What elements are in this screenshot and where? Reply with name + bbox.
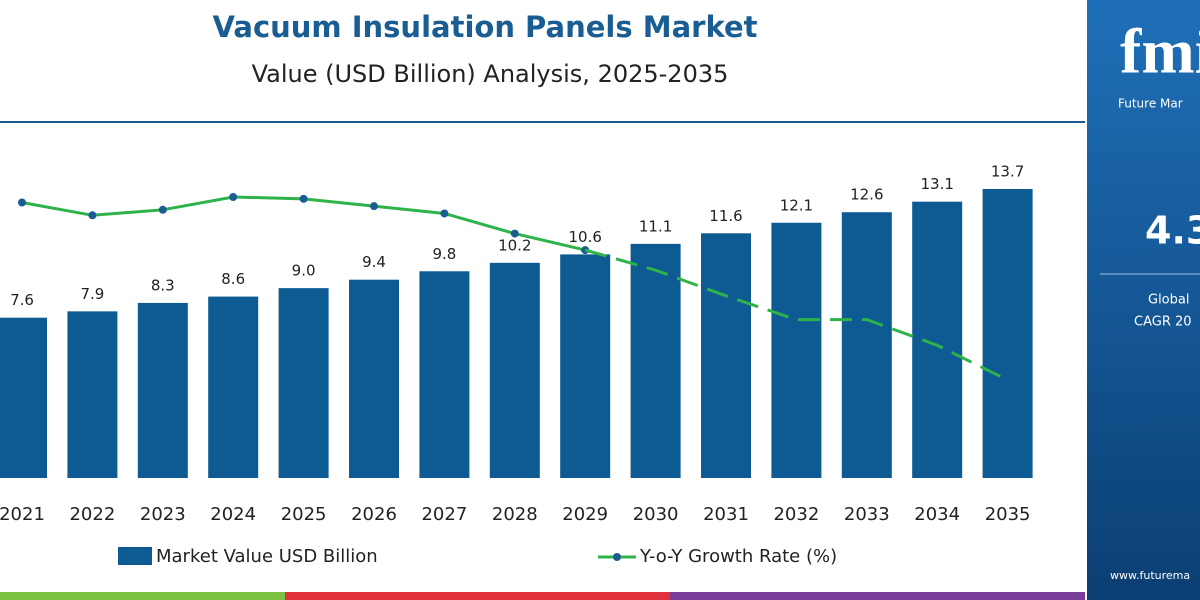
x-tick-label: 2035 bbox=[985, 504, 1031, 525]
data-label: 12.1 bbox=[780, 196, 813, 214]
x-tick-label: 2031 bbox=[703, 504, 749, 525]
line-point bbox=[370, 202, 378, 211]
x-tick-label: 2025 bbox=[281, 504, 327, 525]
bar bbox=[560, 254, 611, 478]
line-point bbox=[510, 229, 519, 238]
chart-subtitle: Value (USD Billion) Analysis, 2025-2035 bbox=[252, 60, 729, 88]
footer-strip bbox=[670, 592, 1085, 600]
side-panel bbox=[1087, 0, 1200, 600]
bar bbox=[349, 279, 399, 478]
logo: fmi bbox=[1120, 16, 1200, 87]
website: www.futurema bbox=[1110, 569, 1190, 582]
bar bbox=[278, 288, 329, 478]
line-point bbox=[88, 211, 97, 220]
data-label: 11.6 bbox=[709, 207, 742, 225]
data-label: 13.1 bbox=[920, 175, 953, 193]
data-label: 8.3 bbox=[151, 276, 175, 294]
bar bbox=[771, 222, 822, 478]
line-point bbox=[440, 209, 449, 218]
data-label: 10.2 bbox=[498, 236, 531, 254]
growth-line-forecast bbox=[584, 248, 1009, 382]
legend-swatch bbox=[613, 553, 621, 561]
x-tick-label: 2024 bbox=[210, 504, 256, 525]
legend-label: Market Value USD Billion bbox=[156, 546, 378, 567]
x-tick-label: 2022 bbox=[69, 504, 115, 525]
legend-swatch bbox=[118, 547, 152, 565]
footer-strip bbox=[285, 592, 670, 600]
line-point bbox=[299, 194, 308, 203]
footer-strip bbox=[0, 592, 285, 600]
x-tick-label: 2027 bbox=[421, 504, 467, 525]
data-label: 11.1 bbox=[639, 217, 672, 235]
x-tick-label: 2030 bbox=[633, 504, 679, 525]
x-tick-label: 2026 bbox=[351, 504, 397, 525]
bar bbox=[67, 311, 118, 478]
line-point bbox=[229, 193, 238, 201]
x-tick-label: 2033 bbox=[844, 504, 890, 525]
bar bbox=[841, 212, 892, 478]
bar bbox=[419, 271, 470, 478]
line-point bbox=[18, 198, 26, 207]
bar bbox=[489, 262, 540, 478]
x-tick-label: 2032 bbox=[773, 504, 819, 525]
line-point bbox=[158, 205, 167, 214]
data-label: 9.4 bbox=[362, 253, 386, 271]
cagr-value: 4.3 bbox=[1145, 209, 1200, 253]
data-label: 10.6 bbox=[568, 228, 601, 246]
x-tick-label: 2023 bbox=[140, 504, 186, 525]
bar bbox=[208, 296, 259, 478]
bar bbox=[137, 302, 188, 478]
data-label: 7.9 bbox=[80, 285, 104, 303]
bar bbox=[0, 317, 47, 478]
data-label: 7.6 bbox=[10, 291, 34, 309]
x-tick-label: 2028 bbox=[492, 504, 538, 525]
cagr-label: Global bbox=[1148, 293, 1189, 308]
chart-title: Vacuum Insulation Panels Market bbox=[213, 10, 758, 44]
bar bbox=[912, 201, 963, 479]
bar bbox=[701, 233, 751, 478]
data-label: 9.8 bbox=[432, 245, 456, 263]
data-label: 8.6 bbox=[221, 270, 245, 288]
bar bbox=[982, 189, 1033, 478]
bar bbox=[630, 243, 681, 478]
x-tick-label: 2029 bbox=[562, 504, 608, 525]
x-tick-label: 2034 bbox=[914, 504, 960, 525]
brand: Future Mar bbox=[1118, 97, 1183, 111]
x-tick-label: 2021 bbox=[0, 504, 45, 525]
cagr-label: CAGR 20 bbox=[1134, 315, 1192, 330]
data-label: 13.7 bbox=[991, 163, 1024, 181]
data-label: 9.0 bbox=[292, 262, 316, 280]
data-label: 12.6 bbox=[850, 186, 883, 204]
legend-label: Y-o-Y Growth Rate (%) bbox=[639, 546, 837, 567]
